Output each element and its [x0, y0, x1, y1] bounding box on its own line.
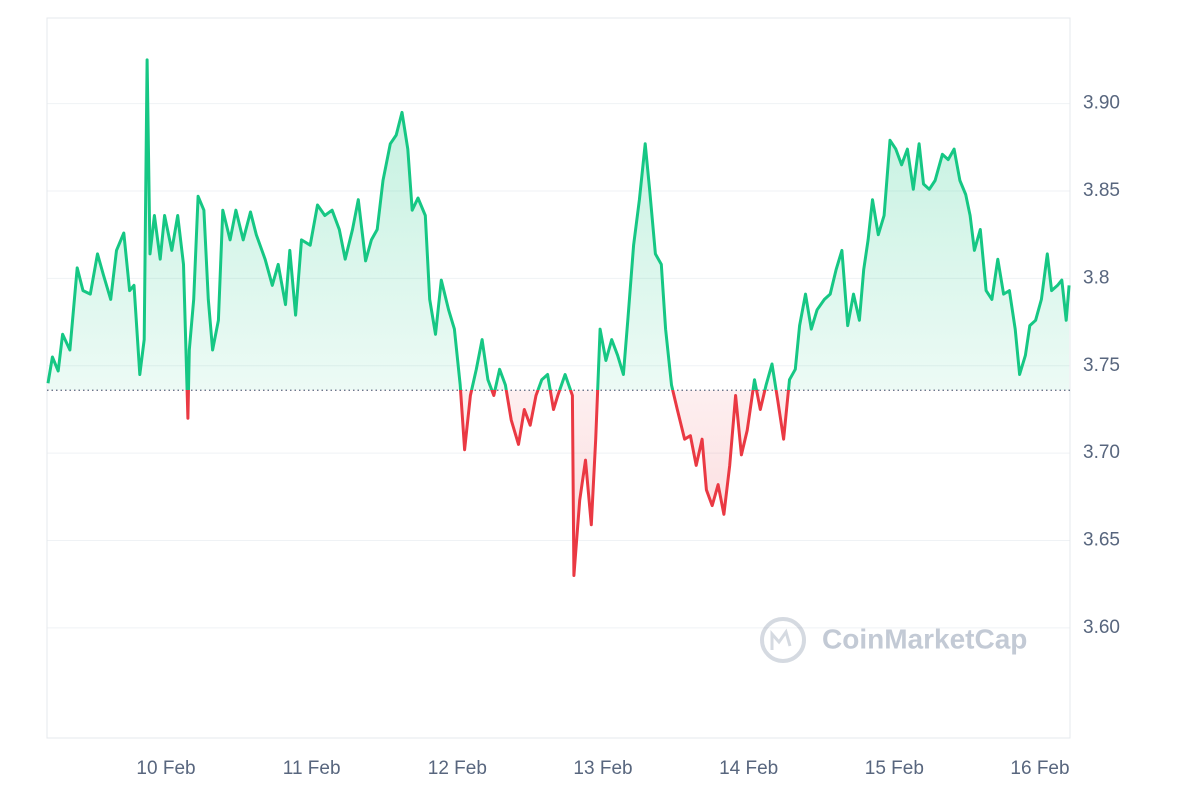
price-line — [46, 58, 1071, 577]
watermark-logo — [760, 617, 806, 663]
x-tick-label: 13 Feb — [573, 758, 632, 779]
y-tick-label: 3.70 — [1083, 442, 1120, 463]
x-tick-label: 10 Feb — [136, 758, 195, 779]
y-tick-label: 3.60 — [1083, 617, 1120, 638]
y-tick-label: 3.85 — [1083, 180, 1120, 201]
y-tick-label: 3.75 — [1083, 355, 1120, 376]
y-tick-label: 3.65 — [1083, 530, 1120, 551]
y-tick-label: 3.90 — [1083, 93, 1120, 114]
x-tick-label: 12 Feb — [428, 758, 487, 779]
price-area — [48, 59, 1070, 576]
plot-frame — [46, 17, 1071, 739]
x-tick-label: 14 Feb — [719, 758, 778, 779]
x-tick-label: 15 Feb — [865, 758, 924, 779]
x-tick-label: 16 Feb — [1010, 758, 1069, 779]
x-tick-label: 11 Feb — [283, 758, 341, 779]
watermark: CoinMarketCap — [822, 623, 1027, 654]
y-tick-label: 3.8 — [1083, 267, 1109, 288]
